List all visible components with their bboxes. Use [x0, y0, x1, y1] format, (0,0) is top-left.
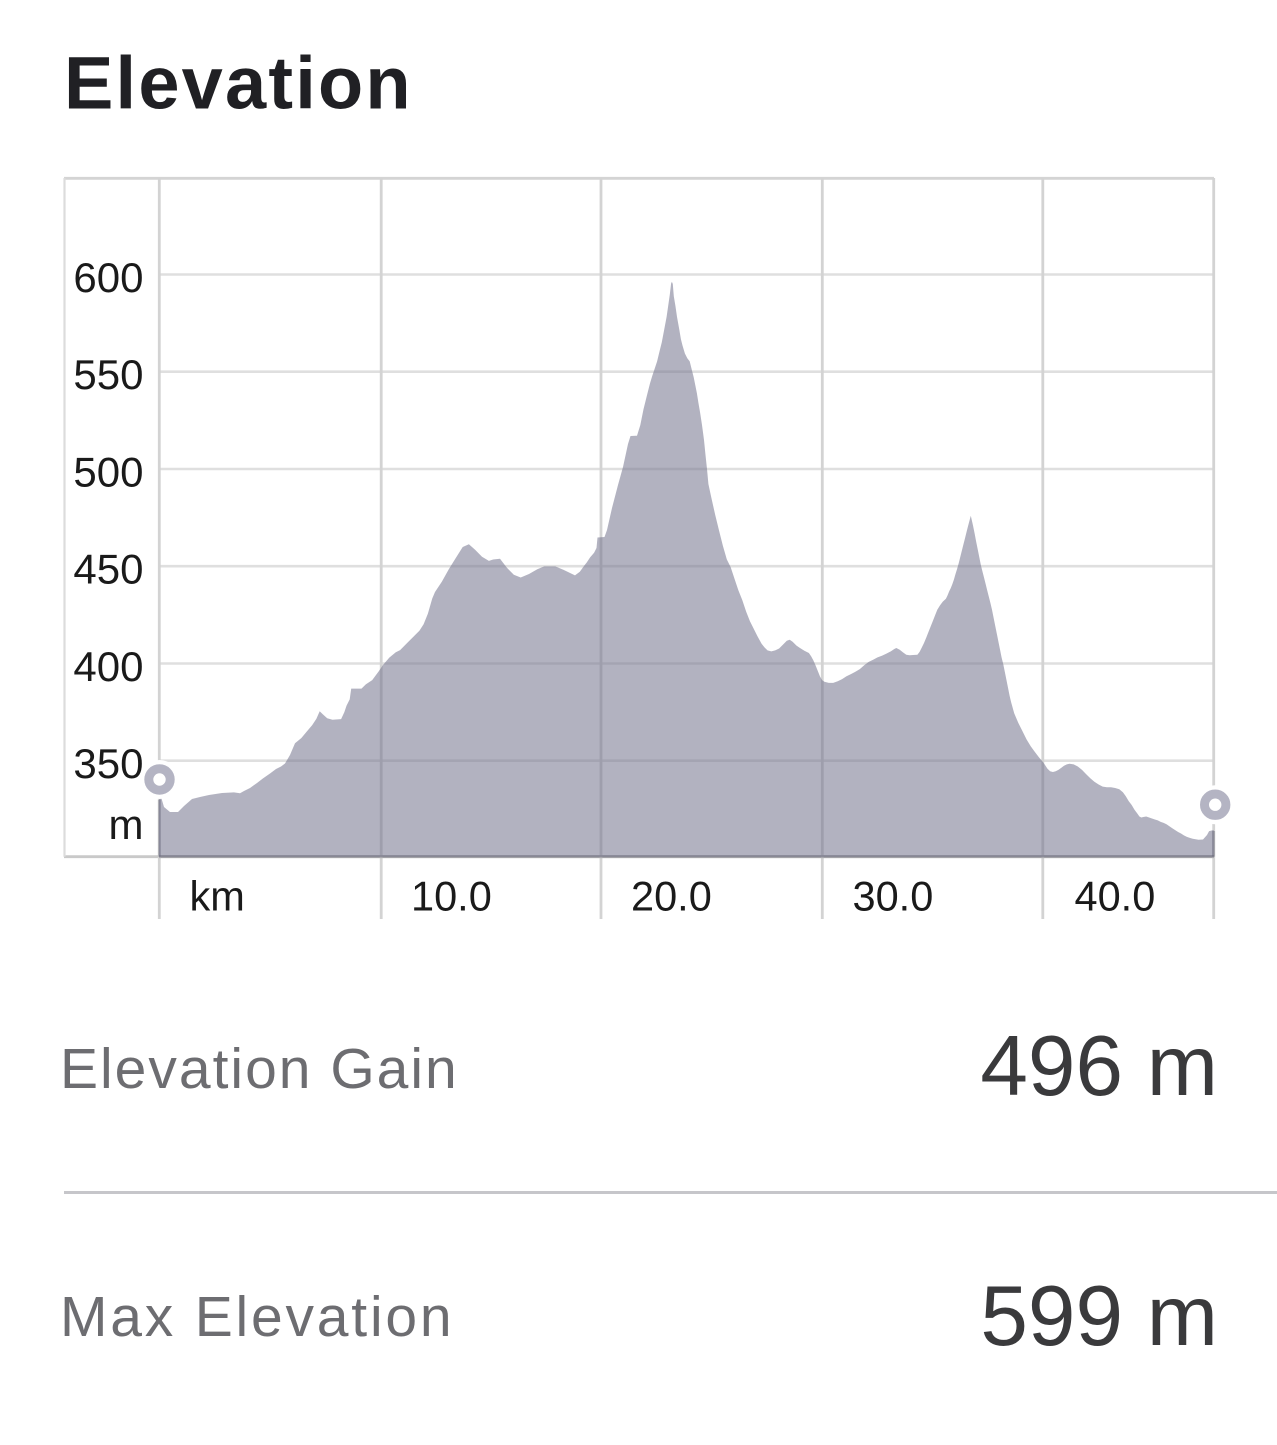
- svg-text:550: 550: [73, 351, 143, 398]
- svg-text:599 m: 599 m: [980, 1269, 1218, 1364]
- svg-text:30.0: 30.0: [853, 873, 934, 920]
- svg-text:10.0: 10.0: [411, 873, 492, 920]
- svg-text:500: 500: [73, 449, 143, 496]
- svg-text:40.0: 40.0: [1075, 873, 1156, 920]
- svg-text:Elevation Gain: Elevation Gain: [60, 1037, 459, 1101]
- svg-text:km: km: [190, 873, 245, 920]
- svg-text:Max Elevation: Max Elevation: [60, 1285, 454, 1349]
- svg-text:450: 450: [73, 546, 143, 593]
- svg-text:Elevation: Elevation: [64, 42, 413, 125]
- svg-text:400: 400: [73, 643, 143, 690]
- svg-text:m: m: [109, 801, 144, 848]
- svg-text:20.0: 20.0: [631, 873, 712, 920]
- svg-text:350: 350: [73, 740, 143, 787]
- svg-text:496 m: 496 m: [980, 1019, 1218, 1114]
- svg-text:600: 600: [73, 254, 143, 301]
